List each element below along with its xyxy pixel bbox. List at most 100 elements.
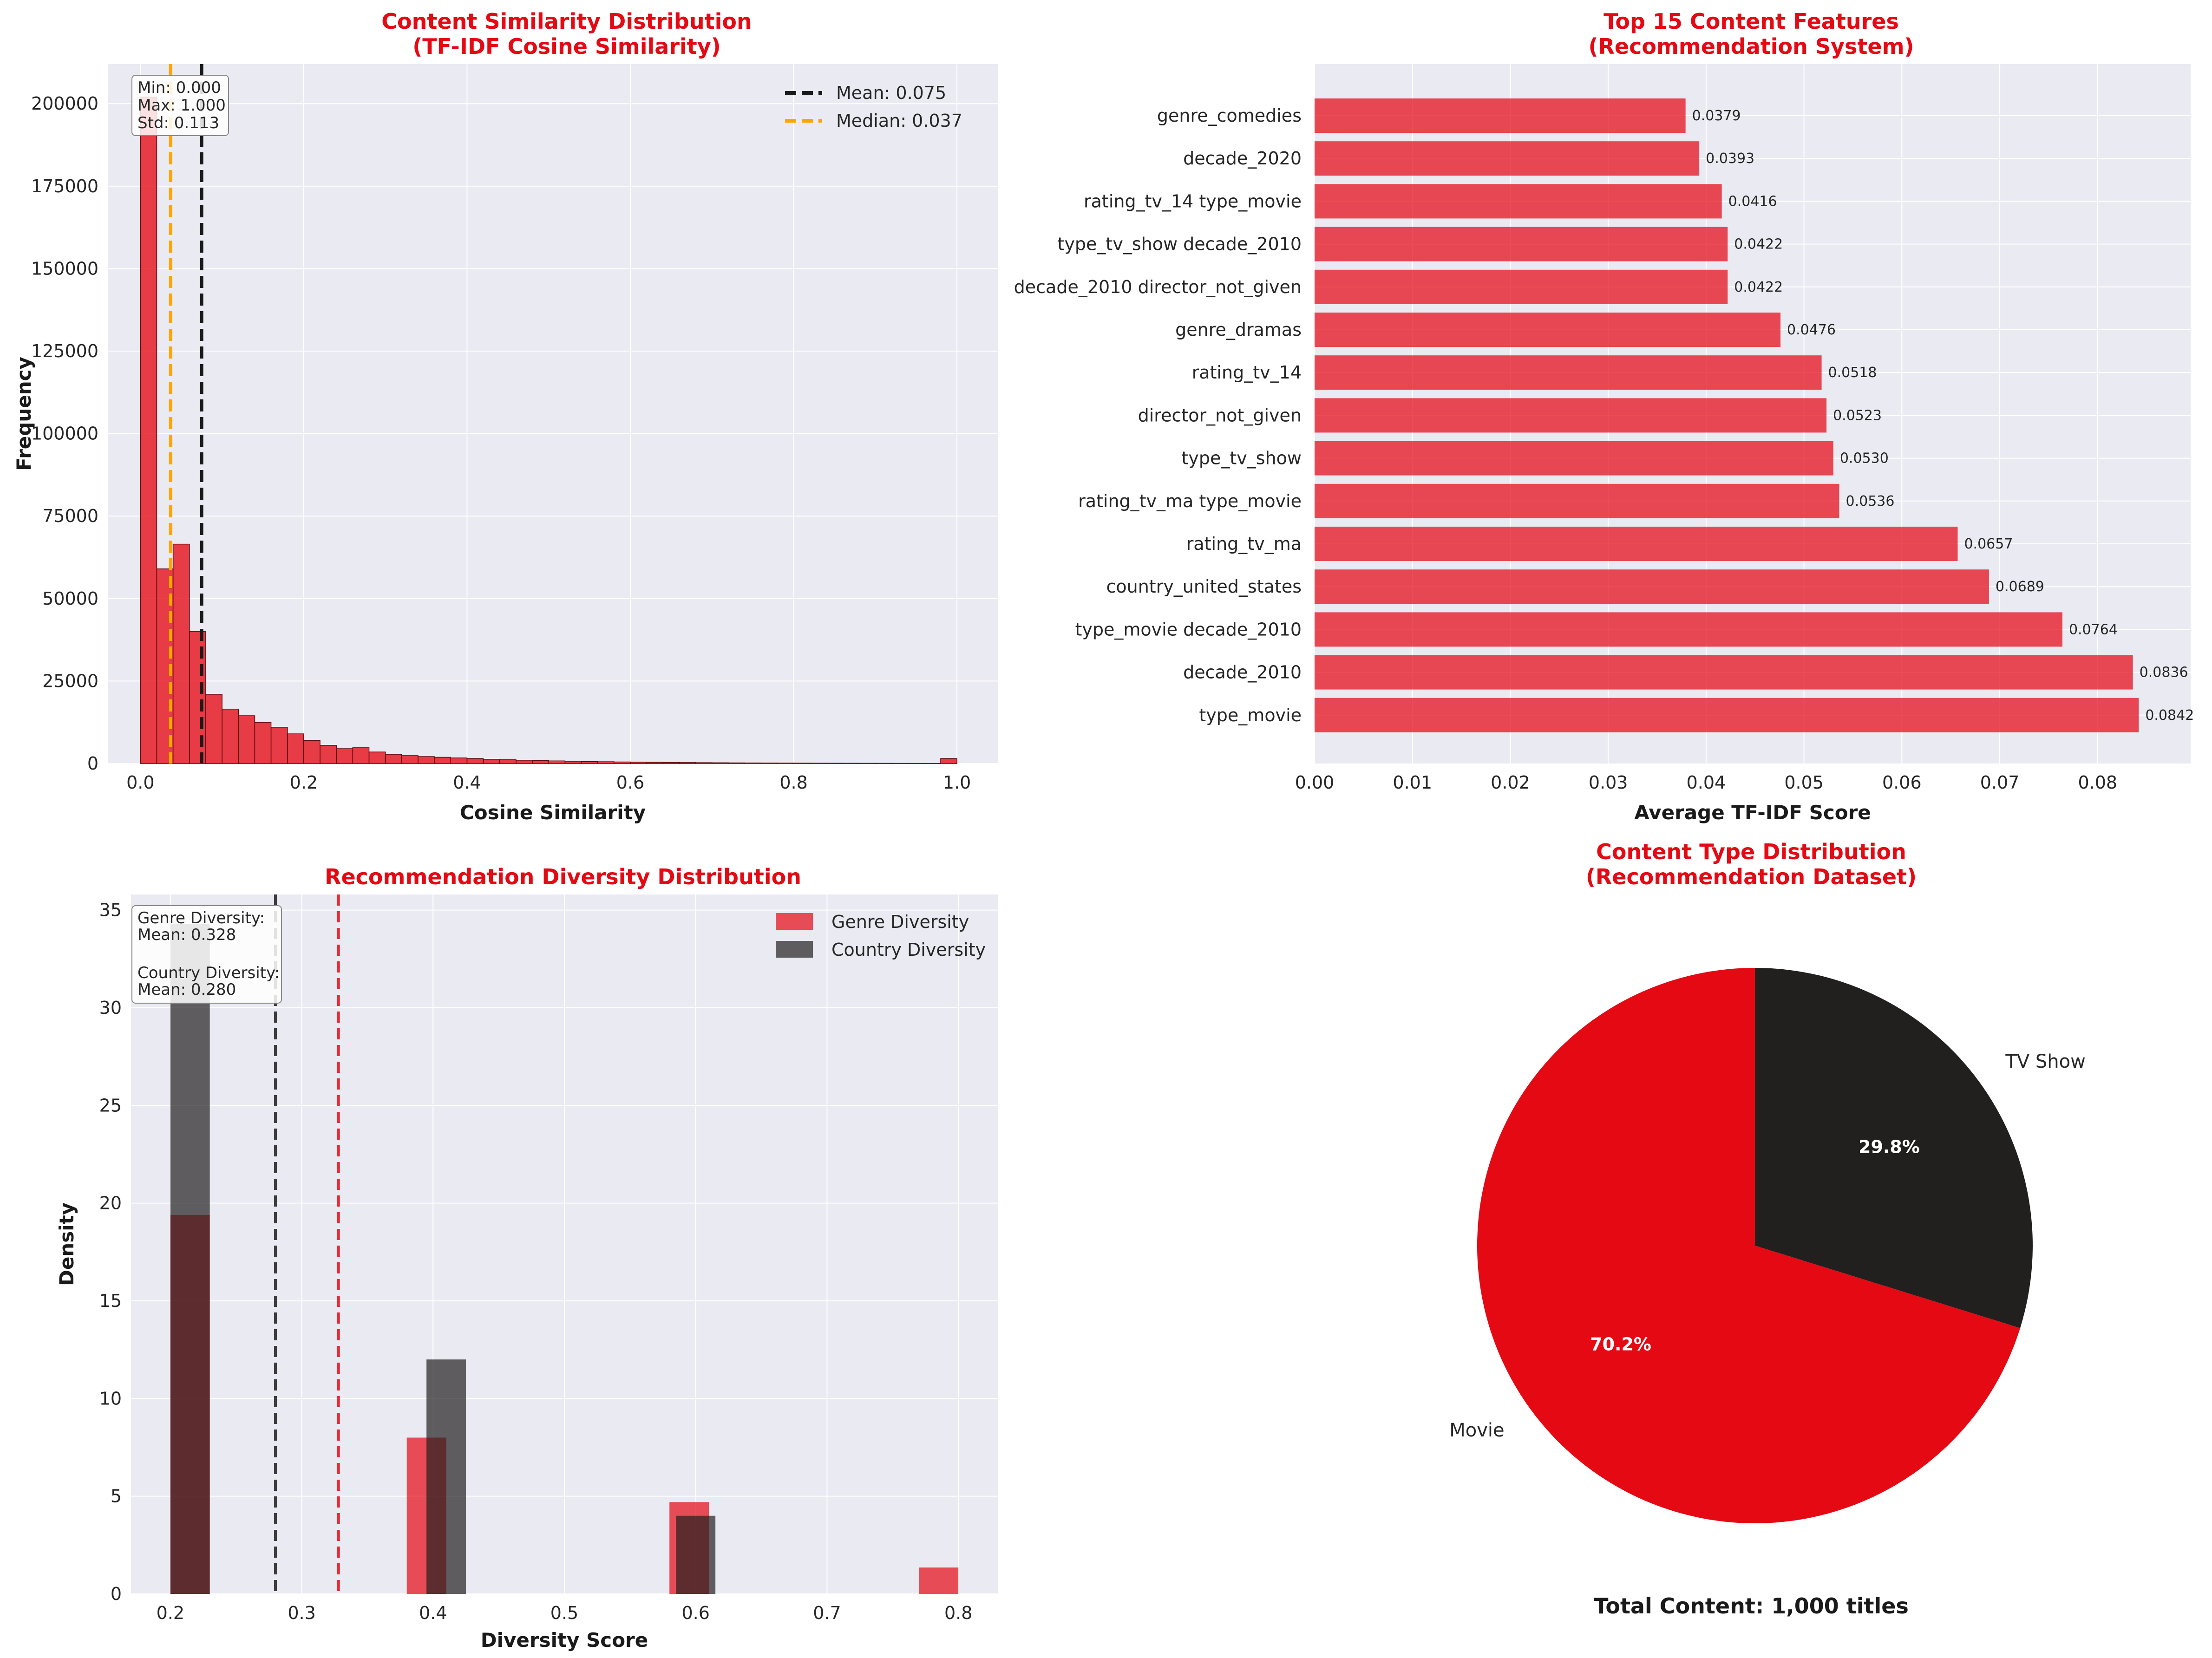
feature-category-label: genre_comedies bbox=[1157, 105, 1302, 126]
feature-bar bbox=[1315, 698, 2139, 732]
similarity-histogram-bar bbox=[205, 694, 223, 764]
feature-category-label: type_movie decade_2010 bbox=[1075, 619, 1302, 640]
features-category-labels: genre_comedies decade_2020 rating_tv_14 ty… bbox=[1014, 105, 1302, 725]
similarity-chart-title-line2: (TF-IDF Cosine Similarity) bbox=[412, 34, 721, 59]
similarity-x-tick-label: 0.6 bbox=[616, 772, 644, 793]
feature-bar-value-label: 0.0422 bbox=[1734, 236, 1783, 253]
feature-bar bbox=[1315, 184, 1722, 219]
similarity-histogram-chart: Content Similarity Distribution (TF-IDF … bbox=[13, 9, 998, 824]
feature-category-label: type_tv_show decade_2010 bbox=[1058, 234, 1302, 255]
pie-total-footer: Total Content: 1,000 titles bbox=[1594, 1593, 1909, 1619]
similarity-y-tick-label: 50000 bbox=[42, 588, 98, 609]
similarity-histogram-bar bbox=[434, 757, 452, 764]
similarity-x-tick-label: 0.2 bbox=[290, 772, 318, 793]
similarity-histogram-bar bbox=[712, 762, 729, 764]
similarity-histogram-bar bbox=[760, 763, 778, 764]
feature-bar bbox=[1315, 398, 1827, 433]
similarity-histogram-bar bbox=[728, 762, 745, 764]
feature-category-label: rating_tv_ma type_movie bbox=[1078, 491, 1302, 511]
similarity-histogram-bar bbox=[646, 762, 664, 764]
pie-category-label: TV Show bbox=[2005, 1051, 2085, 1072]
pie-percent-label: 70.2% bbox=[1590, 1334, 1651, 1355]
feature-category-label: director_not_given bbox=[1138, 405, 1302, 425]
similarity-histogram-bar bbox=[483, 759, 500, 764]
diversity-x-ticks: 0.2 0.3 0.4 0.5 0.6 0.7 0.8 bbox=[157, 1603, 973, 1623]
similarity-stat-max: Max: 1.000 bbox=[137, 96, 226, 115]
features-x-tick-label: 0.02 bbox=[1491, 772, 1530, 793]
country-diversity-stat-mean: Mean: 0.280 bbox=[137, 980, 236, 999]
diversity-y-tick-label: 5 bbox=[111, 1486, 122, 1507]
mean-legend-label: Mean: 0.075 bbox=[836, 83, 946, 103]
feature-category-label: rating_tv_14 type_movie bbox=[1084, 191, 1302, 211]
similarity-y-tick-label: 100000 bbox=[31, 424, 98, 444]
features-chart-title-line2: (Recommendation System) bbox=[1588, 34, 1914, 59]
diversity-y-tick-label: 35 bbox=[99, 900, 122, 920]
similarity-histogram-bar bbox=[499, 759, 517, 764]
similarity-histogram-bar bbox=[858, 763, 876, 764]
similarity-stat-std: Std: 0.113 bbox=[137, 114, 219, 132]
pie-percent-label: 29.8% bbox=[1859, 1136, 1920, 1157]
feature-category-label: rating_tv_ma bbox=[1186, 534, 1302, 554]
feature-category-label: genre_dramas bbox=[1175, 320, 1302, 340]
features-bars: 0.0379 0.0393 0.0416 0.0422 0.0422 0.0476 0.05… bbox=[1315, 98, 2194, 732]
features-x-tick-label: 0.08 bbox=[2078, 772, 2118, 793]
feature-bar bbox=[1315, 141, 1700, 176]
diversity-x-tick-label: 0.7 bbox=[813, 1603, 841, 1623]
country-diversity-stat-heading: Country Diversity: bbox=[137, 964, 280, 982]
feature-bar-value-label: 0.0836 bbox=[2140, 665, 2188, 681]
feature-bar bbox=[1315, 441, 1833, 476]
similarity-histogram-bar bbox=[842, 763, 859, 764]
similarity-histogram-bar bbox=[777, 763, 794, 764]
feature-bar-value-label: 0.0530 bbox=[1840, 450, 1889, 467]
features-chart-title-line1: Top 15 Content Features bbox=[1603, 9, 1899, 34]
feature-bar-value-label: 0.0379 bbox=[1692, 108, 1741, 124]
similarity-y-tick-label: 200000 bbox=[31, 93, 98, 114]
pie-slices bbox=[1477, 968, 2033, 1523]
feature-bar-value-label: 0.0416 bbox=[1728, 193, 1777, 209]
genre-legend-swatch bbox=[776, 913, 813, 930]
feature-bar bbox=[1315, 313, 1781, 347]
pie-chart-title-line1: Content Type Distribution bbox=[1596, 839, 1906, 864]
similarity-gridlines bbox=[108, 64, 998, 764]
similarity-y-tick-label: 0 bbox=[87, 753, 98, 774]
similarity-chart-title-line1: Content Similarity Distribution bbox=[381, 9, 752, 34]
feature-bar bbox=[1315, 483, 1839, 518]
genre-diversity-stat-heading: Genre Diversity: bbox=[137, 909, 265, 927]
features-x-tick-label: 0.00 bbox=[1295, 772, 1335, 793]
similarity-histogram-bar bbox=[564, 761, 582, 764]
similarity-histogram-bar bbox=[238, 715, 255, 764]
diversity-legend: Genre Diversity Country Diversity bbox=[776, 912, 986, 960]
similarity-histogram-bar bbox=[287, 733, 304, 764]
similarity-stats-box: Min: 0.000 Max: 1.000 Std: 0.113 bbox=[131, 75, 229, 136]
features-x-tick-label: 0.04 bbox=[1687, 772, 1726, 793]
features-x-tick-label: 0.06 bbox=[1882, 772, 1922, 793]
similarity-histogram-bar bbox=[516, 760, 533, 764]
feature-bar-value-label: 0.0523 bbox=[1833, 407, 1882, 424]
similarity-plot-area bbox=[108, 64, 998, 764]
pie-chart-title-line2: (Recommendation Dataset) bbox=[1586, 864, 1917, 889]
feature-bar bbox=[1315, 269, 1728, 304]
diversity-stats-box: Genre Diversity: Mean: 0.328 Country Div… bbox=[131, 905, 282, 1004]
similarity-legend: Mean: 0.075 Median: 0.037 bbox=[785, 83, 962, 131]
similarity-histogram-bar bbox=[532, 760, 549, 764]
diversity-y-ticks: 0 5 10 15 20 25 30 35 bbox=[99, 900, 122, 1604]
features-x-axis-label: Average TF-IDF Score bbox=[1634, 801, 1871, 824]
diversity-bars bbox=[170, 924, 959, 1594]
features-x-ticks: 0.00 0.01 0.02 0.03 0.04 0.05 0.06 0.07 0.08 bbox=[1295, 772, 2117, 793]
diversity-chart-title: Recommendation Diversity Distribution bbox=[325, 864, 801, 889]
country-legend-label: Country Diversity bbox=[831, 940, 986, 960]
similarity-stats-box-frame bbox=[131, 75, 229, 136]
country-diversity-bar bbox=[426, 1359, 466, 1594]
feature-category-label: decade_2020 bbox=[1183, 148, 1302, 169]
country-diversity-bar bbox=[170, 924, 210, 1594]
similarity-histogram-bar bbox=[222, 709, 239, 764]
diversity-x-tick-label: 0.8 bbox=[944, 1603, 972, 1623]
diversity-y-tick-label: 30 bbox=[99, 998, 122, 1018]
country-diversity-bar bbox=[676, 1515, 716, 1594]
pie-labels: 70.2% Movie 29.8% TV Show bbox=[1449, 1051, 2086, 1441]
similarity-histogram-bar bbox=[450, 757, 468, 764]
similarity-histogram-bar bbox=[140, 97, 157, 764]
similarity-stat-min: Min: 0.000 bbox=[137, 78, 221, 97]
diversity-x-tick-label: 0.6 bbox=[682, 1603, 710, 1623]
